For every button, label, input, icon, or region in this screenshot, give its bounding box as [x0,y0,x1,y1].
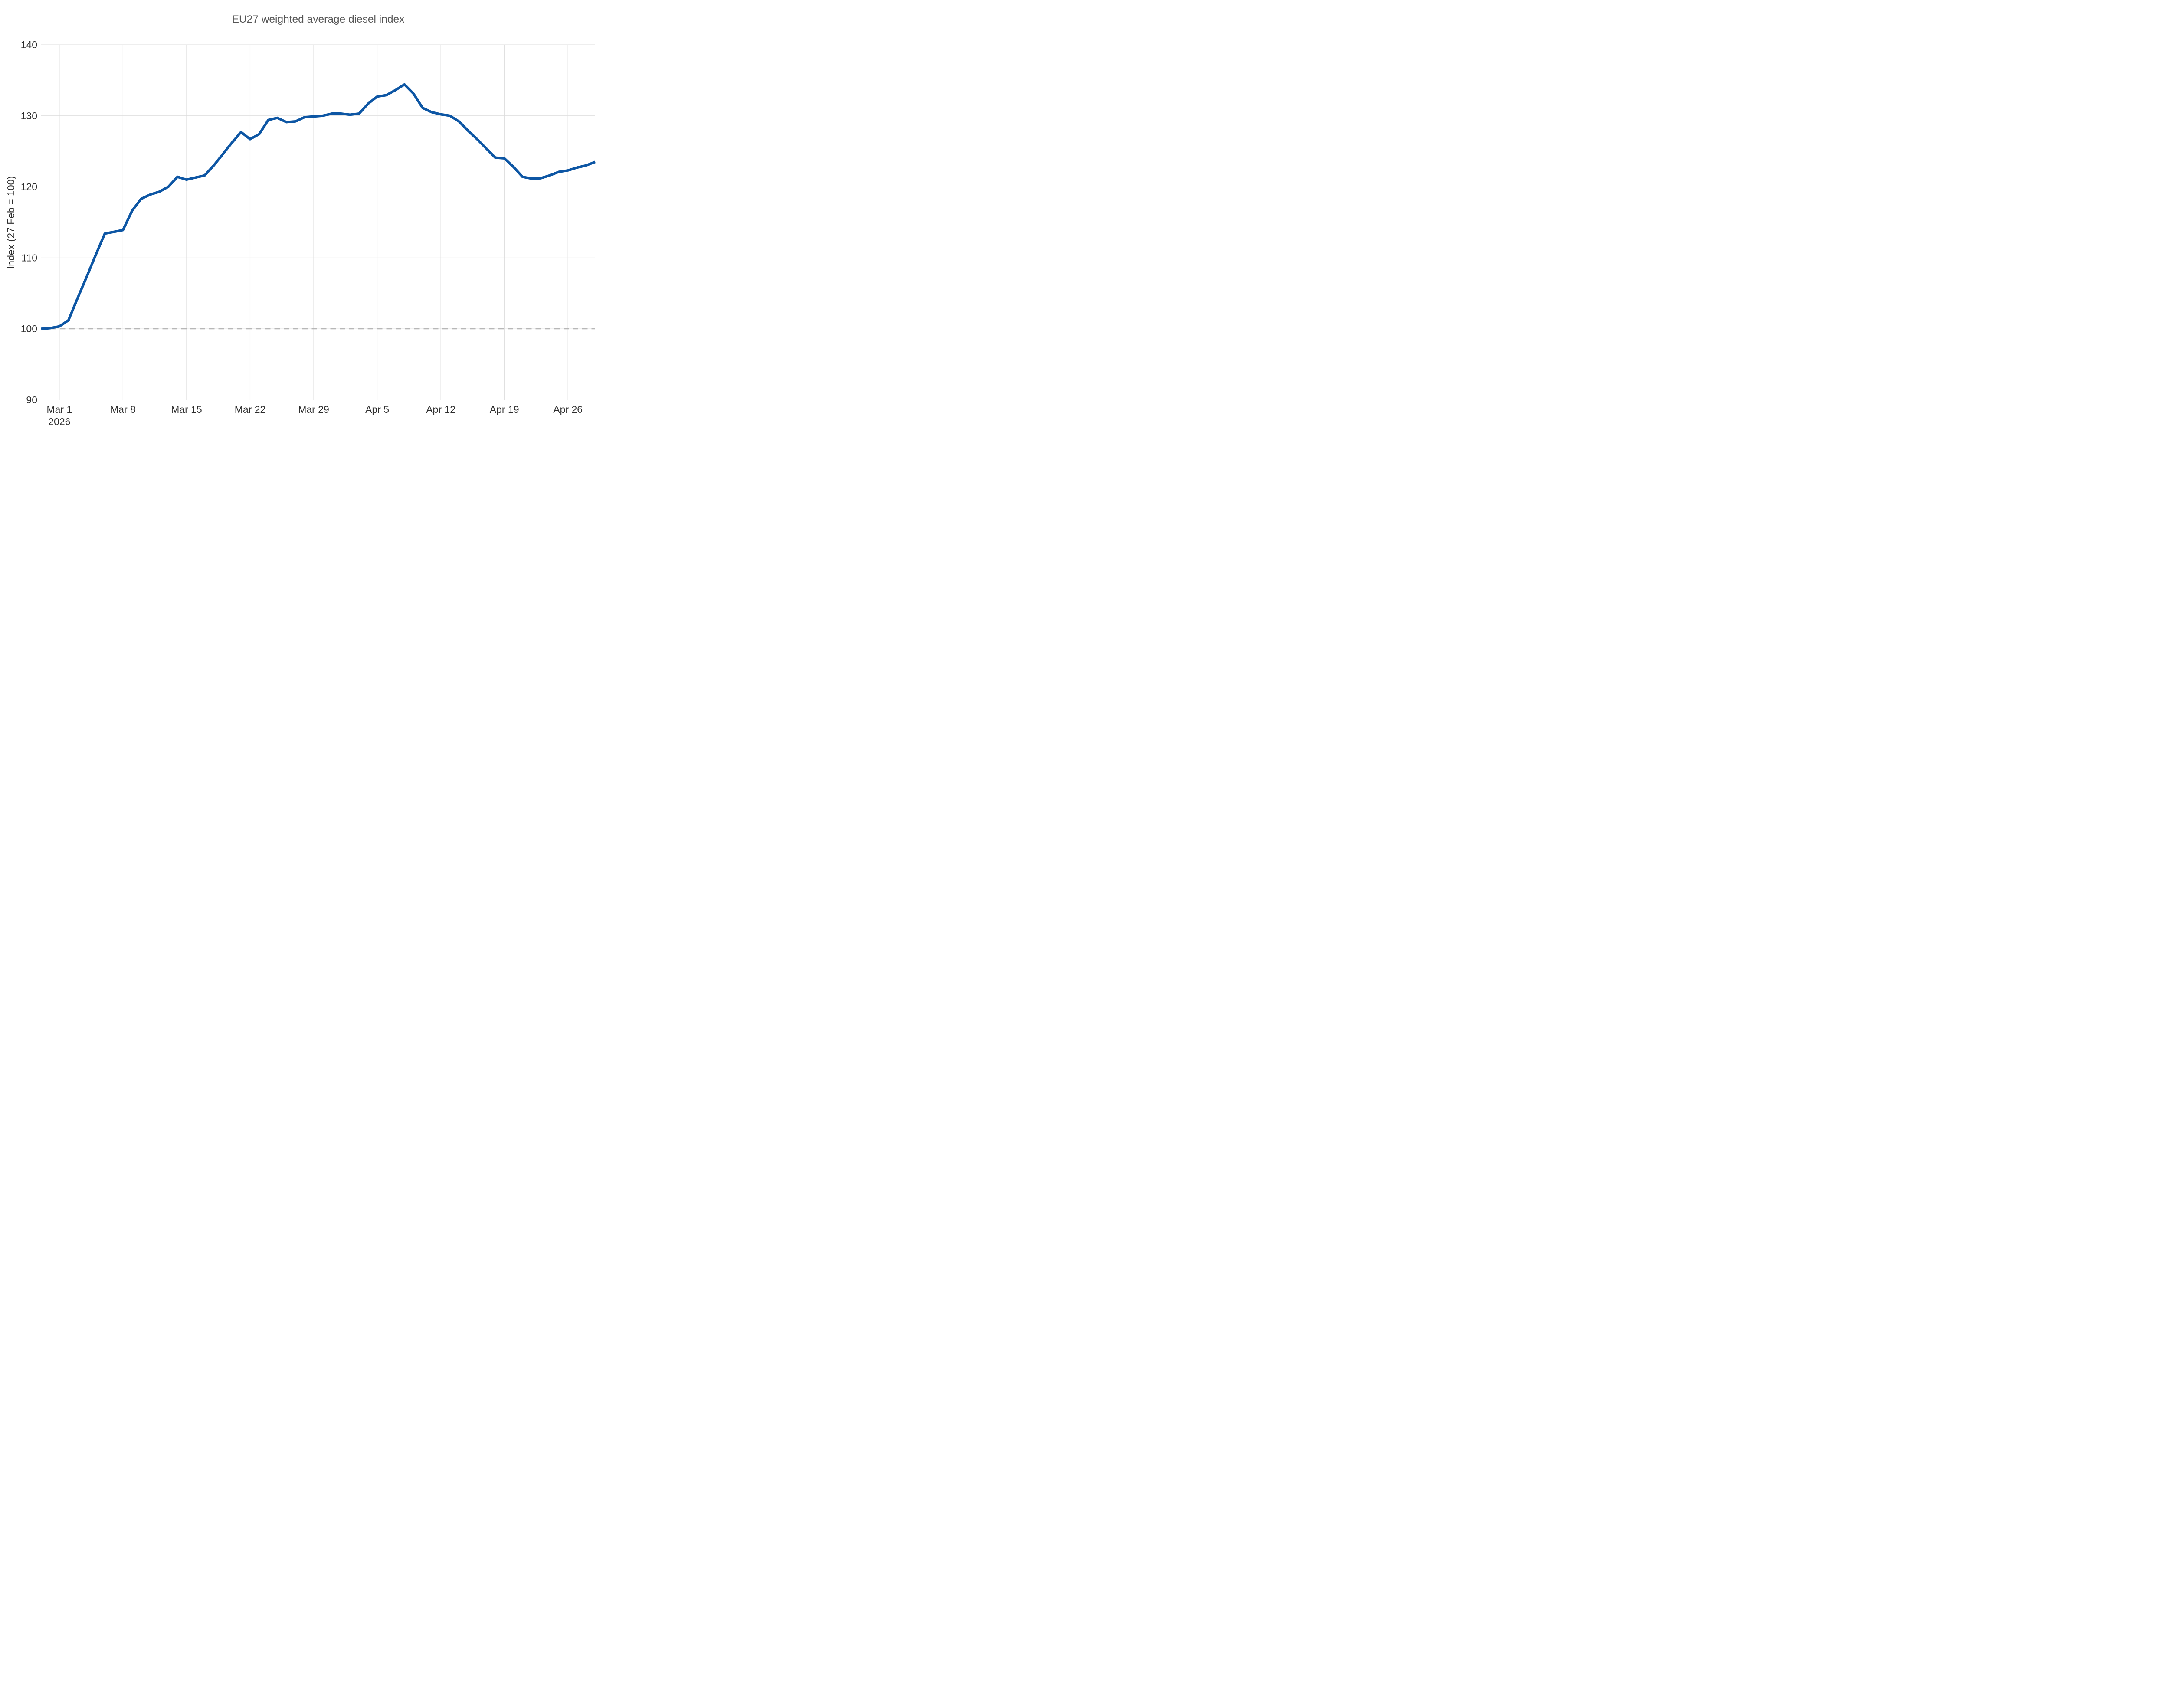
x-tick-label-mar-22: Mar 22 [235,404,266,415]
y-tick-label-140: 140 [21,39,37,50]
y-tick-label-100: 100 [21,323,37,334]
diesel-index-line [41,83,596,330]
y-tick-label-120: 120 [21,181,37,193]
chart-title: EU27 weighted average diesel index [232,13,405,25]
x-tick-label-apr-12: Apr 12 [426,404,455,415]
x-tick-label-apr-26: Apr 26 [553,404,583,415]
x-tick-label-mar-1: Mar 1 [46,404,72,415]
diesel-index-chart: EU27 weighted average diesel index Index… [0,0,635,427]
x-tick-label-apr-19: Apr 19 [490,404,519,415]
x-tick-label-mar-15: Mar 15 [171,404,202,415]
x-tick-label-apr-5: Apr 5 [365,404,389,415]
y-tick-label-130: 130 [21,110,37,121]
y-axis-title: Index (27 Feb = 100) [5,176,16,269]
x-tick-label-mar-29: Mar 29 [298,404,329,415]
y-tick-label-90: 90 [26,394,37,406]
x-tick-label-mar-8: Mar 8 [110,404,136,415]
x-tick-sublabel-2026: 2026 [48,416,70,427]
y-tick-label-110: 110 [21,252,37,263]
